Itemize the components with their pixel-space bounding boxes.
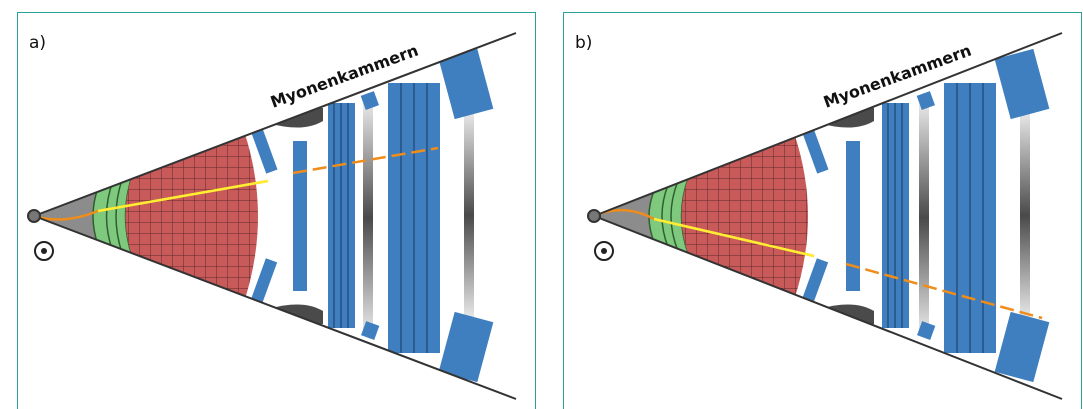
interaction-point-icon xyxy=(587,209,601,223)
interaction-point-icon xyxy=(27,209,41,223)
panel-label: b) xyxy=(575,33,593,53)
muon-chamber xyxy=(994,48,1050,120)
beampipe-region xyxy=(594,191,654,242)
panel-label: a) xyxy=(29,33,47,53)
muon-track-outer xyxy=(845,262,1043,320)
muon-chamber xyxy=(438,311,494,383)
panel-b: b) xyxy=(563,12,1082,409)
muon-chamber xyxy=(250,127,278,174)
detector-diagram-a: Myonenkammern xyxy=(27,32,517,400)
return-yoke xyxy=(464,113,474,318)
calorimeter xyxy=(125,128,258,305)
return-yoke xyxy=(919,103,929,333)
return-yoke xyxy=(363,103,373,333)
detector-diagram-b: Myonenkammern xyxy=(587,32,1063,400)
muon-chamber xyxy=(293,141,307,291)
muon-chamber xyxy=(250,258,278,305)
muon-chamber xyxy=(801,127,829,174)
calorimeter xyxy=(681,133,808,300)
field-out-of-page-icon xyxy=(594,241,614,261)
muon-track-outer xyxy=(292,146,439,175)
panel-a: a) xyxy=(17,12,536,409)
muon-chamber xyxy=(801,258,829,305)
field-out-of-page-icon xyxy=(34,241,54,261)
muon-chamber xyxy=(438,48,494,120)
muon-chamber xyxy=(994,311,1050,383)
muon-chamber xyxy=(846,141,860,291)
return-yoke xyxy=(1020,113,1030,318)
beampipe-region xyxy=(34,188,98,245)
